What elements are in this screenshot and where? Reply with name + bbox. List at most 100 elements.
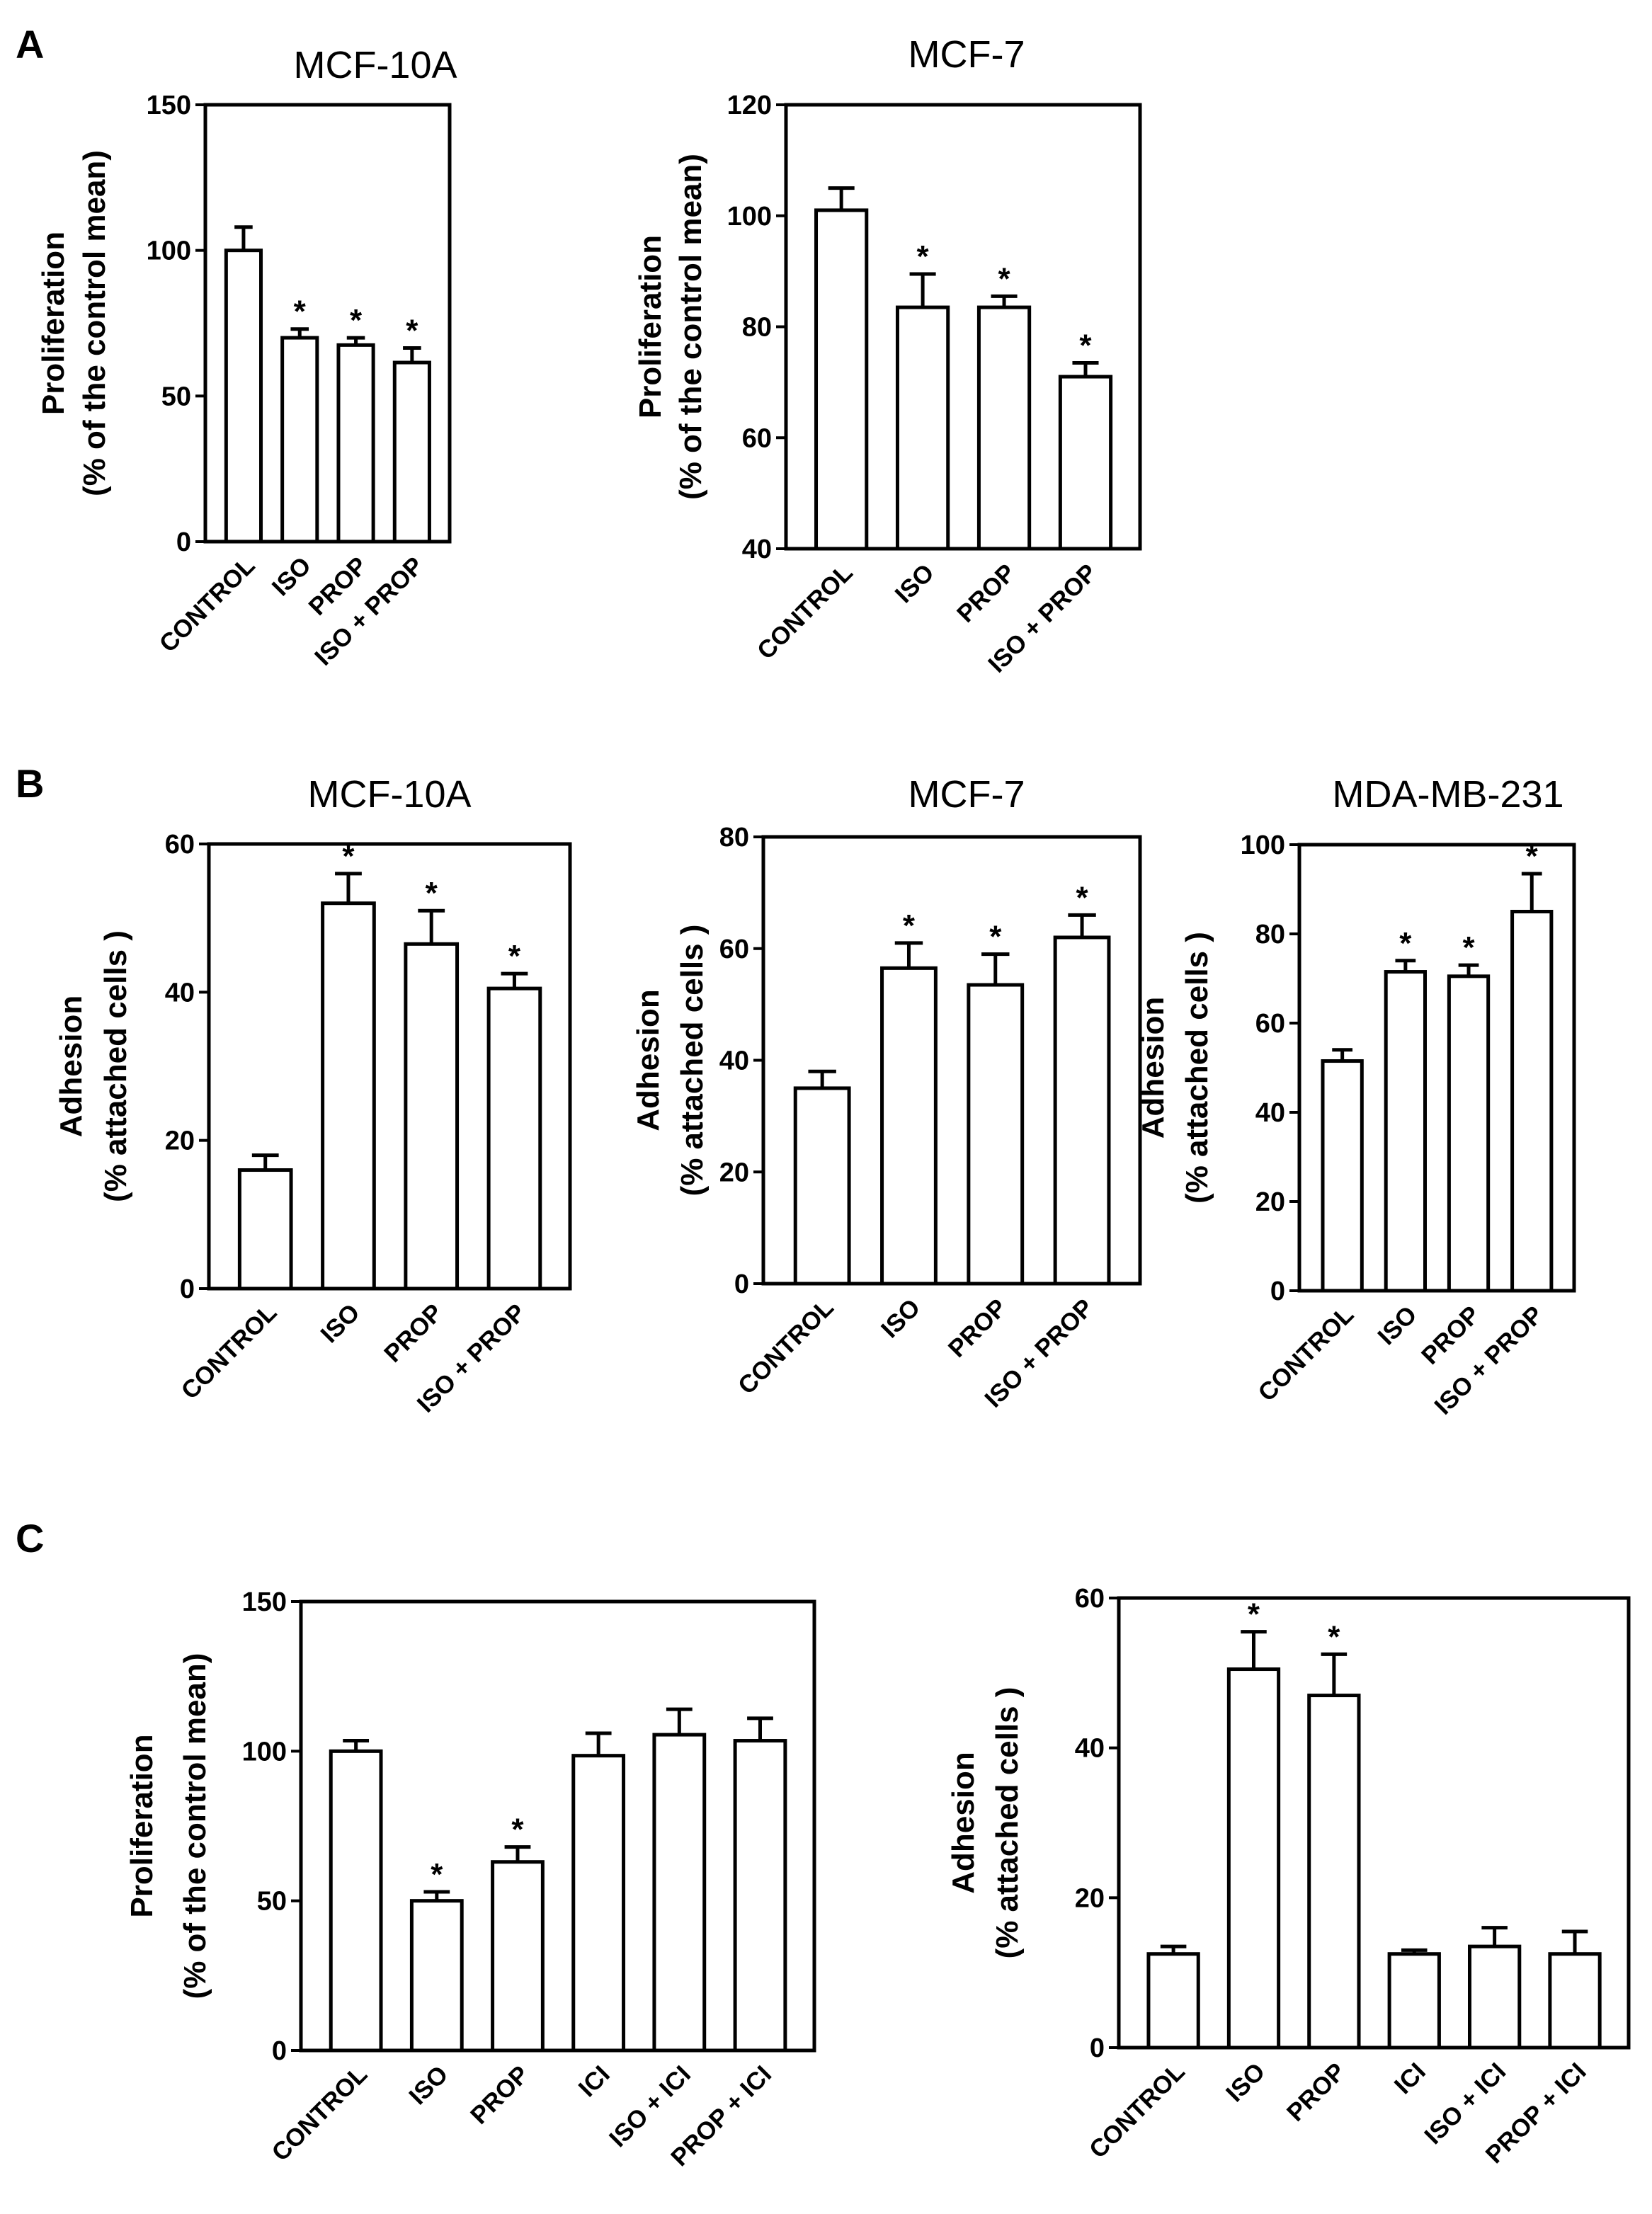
bar-control [224,249,263,544]
y-tick-label: 40 [1075,1734,1105,1764]
bar-iso [895,305,950,551]
y-tick-label: 80 [1255,920,1285,949]
bar-prop [336,343,375,544]
bar-iso [280,336,319,544]
plot-frame [1117,1596,1631,2050]
x-category-label: ICI [574,2060,615,2102]
significance-asterisk: * [1462,930,1475,965]
x-category-label: ISO [315,1299,365,1348]
x-category-label: ISO [890,559,940,608]
y-axis-sublabel: (% of the control mean) [673,154,708,500]
bar-iso-prop [1510,910,1554,1293]
y-tick-label: 60 [165,830,195,860]
x-category-label: ISO [267,552,317,601]
y-tick-label: 60 [1075,1584,1105,1614]
x-category-label: CONTROL [176,1299,282,1405]
x-category-label: ICI [1389,2058,1431,2099]
panel-label-b: B [16,761,44,806]
y-tick-label: 0 [180,1274,195,1304]
bar-prop-ici [733,1739,787,2053]
bar-iso-prop [1058,375,1113,551]
y-axis-label: Adhesion [54,995,89,1137]
y-tick-label: 50 [257,1887,287,1917]
chart-5: MDA-MB-231 0 20 40 60 80 100 Adhesion (% attache… [1136,773,1576,1420]
y-tick-label: 0 [272,2036,287,2066]
chart-4: MCF-7 0 20 40 60 80 Adhesion (% attached cells … [631,773,1142,1413]
y-tick-label: 120 [727,91,772,120]
bar-iso [321,901,376,1291]
y-tick-label: 60 [1255,1009,1285,1039]
x-category-label: CONTROL [1253,1301,1359,1407]
plot-frame [203,103,452,544]
y-axis-label: Adhesion [631,989,666,1131]
y-axis-sublabel: (% attached cells ) [675,925,710,1197]
significance-asterisk: * [1328,1619,1340,1654]
y-tick-label: 20 [165,1126,195,1156]
y-tick-label: 100 [1241,831,1285,860]
y-tick-label: 100 [242,1737,287,1767]
y-axis-sublabel: (% of the control mean) [77,150,112,496]
chart-1: MCF-10A 0 50 100 150 Proliferation (% of the c… [36,44,457,671]
significance-asterisk: * [431,1857,443,1892]
bar-ici [1387,1952,1441,2050]
significance-asterisk: * [917,239,930,274]
significance-asterisk: * [342,839,355,874]
x-category-label: ISO [1372,1301,1422,1350]
chart-title: MDA-MB-231 [1332,773,1563,816]
significance-asterisk: * [511,1813,524,1847]
y-axis-label: Proliferation [36,232,71,415]
x-category-label: CONTROL [1084,2058,1190,2164]
y-tick-label: 20 [1255,1187,1285,1217]
significance-asterisk: * [1076,880,1088,915]
y-tick-label: 20 [719,1158,749,1187]
y-tick-label: 0 [1270,1277,1285,1306]
significance-asterisk: * [998,261,1010,296]
bar-prop [967,983,1025,1286]
bar-iso-prop [486,986,542,1291]
bar-iso-ici [1467,1944,1522,2050]
bar-control [1146,1952,1200,2050]
y-tick-label: 60 [719,935,749,964]
x-category-label: PROP [1282,2058,1351,2127]
y-tick-label: 0 [734,1269,749,1299]
plot-frame [207,842,572,1291]
chart-title: MCF-10A [293,44,457,86]
bar-control [793,1086,851,1286]
y-tick-label: 40 [165,978,195,1008]
bar-prop [1447,974,1491,1293]
chart-7: 0 20 40 60 Adhesion (% attached cells ) CONTRO… [946,1584,1631,2169]
significance-asterisk: * [1526,839,1539,874]
chart-6: 0 50 100 150 Proliferation (% of the control … [125,1587,816,2172]
bar-prop [404,942,460,1291]
y-tick-label: 100 [727,202,772,232]
y-tick-label: 0 [1090,2033,1105,2063]
bar-iso [409,1899,464,2053]
bar-iso-ici [652,1733,707,2053]
bar-iso-prop [392,360,431,544]
chart-3: MCF-10A 0 20 40 60 Adhesion (% attached cells … [54,773,572,1418]
significance-asterisk: * [350,303,363,338]
significance-asterisk: * [406,313,418,348]
bar-control [329,1749,383,2053]
x-category-label: ISO [1221,2058,1270,2107]
bar-ici [571,1754,626,2053]
x-category-label: PROP [379,1299,448,1368]
y-tick-label: 40 [1255,1098,1285,1128]
y-axis-label: Proliferation [125,1734,159,1917]
x-category-label: PROP [952,559,1021,628]
bar-prop [491,1860,545,2053]
x-category-label: PROP [943,1294,1013,1363]
x-category-label: CONTROL [266,2060,372,2167]
y-tick-label: 40 [719,1046,749,1076]
chart-title: MCF-7 [908,33,1025,76]
panel-label-a: A [16,22,44,67]
significance-asterisk: * [989,920,1002,954]
y-axis-label: Adhesion [1136,997,1170,1139]
significance-asterisk: * [1399,926,1412,961]
y-tick-label: 150 [242,1587,287,1617]
significance-asterisk: * [508,939,521,974]
y-axis-sublabel: (% attached cells ) [1180,932,1214,1204]
bar-iso [1384,970,1427,1293]
plot-frame [299,1599,816,2053]
